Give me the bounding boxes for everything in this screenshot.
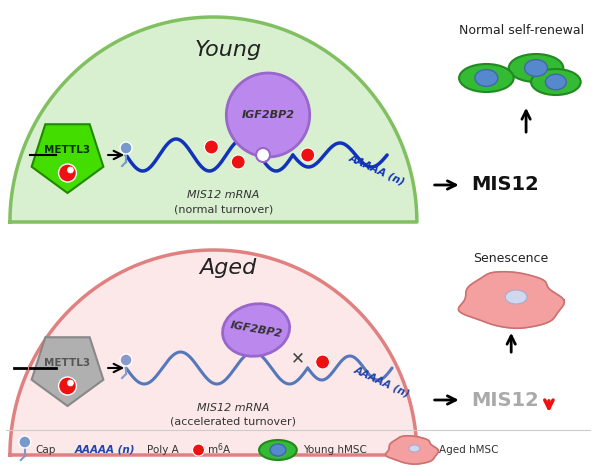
Text: Aged hMSC: Aged hMSC	[439, 445, 498, 455]
Circle shape	[67, 167, 73, 173]
Ellipse shape	[223, 304, 290, 356]
Ellipse shape	[475, 70, 498, 86]
Text: A: A	[223, 445, 230, 455]
Circle shape	[193, 444, 205, 456]
Circle shape	[256, 148, 270, 162]
Polygon shape	[32, 337, 103, 406]
Ellipse shape	[459, 64, 514, 92]
Circle shape	[301, 148, 314, 162]
Circle shape	[19, 436, 31, 448]
Text: (accelerated turnover): (accelerated turnover)	[170, 417, 296, 427]
Text: m: m	[208, 445, 218, 455]
Text: Aged: Aged	[200, 258, 257, 278]
Ellipse shape	[524, 60, 547, 77]
Circle shape	[67, 380, 73, 386]
Polygon shape	[386, 436, 439, 464]
Circle shape	[316, 355, 329, 369]
Text: 6: 6	[217, 443, 222, 452]
Text: MIS12 mRNA: MIS12 mRNA	[197, 403, 269, 413]
Text: ✕: ✕	[291, 349, 305, 367]
Text: AAAAA (n): AAAAA (n)	[352, 365, 412, 399]
Text: Senescence: Senescence	[473, 252, 549, 264]
Text: Young hMSC: Young hMSC	[303, 445, 367, 455]
Text: Poly A: Poly A	[147, 445, 179, 455]
Circle shape	[231, 155, 245, 169]
Circle shape	[226, 73, 310, 157]
Text: IGF2BP2: IGF2BP2	[229, 320, 283, 340]
Polygon shape	[32, 124, 103, 193]
Ellipse shape	[545, 74, 566, 90]
Text: Young: Young	[195, 40, 262, 60]
Text: Cap: Cap	[36, 445, 56, 455]
Text: AAAAA (n): AAAAA (n)	[347, 153, 406, 187]
Text: (normal turnover): (normal turnover)	[174, 205, 273, 215]
Polygon shape	[10, 17, 417, 222]
Text: MIS12: MIS12	[472, 390, 539, 410]
Ellipse shape	[531, 69, 581, 95]
Text: MIS12: MIS12	[472, 176, 539, 194]
Text: Normal self-renewal: Normal self-renewal	[458, 23, 584, 36]
Ellipse shape	[270, 444, 286, 456]
Circle shape	[205, 140, 218, 154]
Ellipse shape	[259, 440, 297, 460]
Polygon shape	[10, 250, 417, 455]
Text: AAAAA (n): AAAAA (n)	[74, 445, 135, 455]
Text: MIS12 mRNA: MIS12 mRNA	[187, 190, 260, 200]
Ellipse shape	[509, 54, 563, 82]
Circle shape	[120, 142, 132, 154]
Ellipse shape	[409, 445, 420, 452]
Circle shape	[59, 377, 76, 395]
Circle shape	[120, 354, 132, 366]
Text: IGF2BP2: IGF2BP2	[242, 110, 295, 120]
Circle shape	[59, 164, 76, 182]
Text: METTL3: METTL3	[44, 358, 91, 368]
Ellipse shape	[505, 290, 527, 304]
Polygon shape	[458, 272, 565, 328]
Text: METTL3: METTL3	[44, 145, 91, 155]
